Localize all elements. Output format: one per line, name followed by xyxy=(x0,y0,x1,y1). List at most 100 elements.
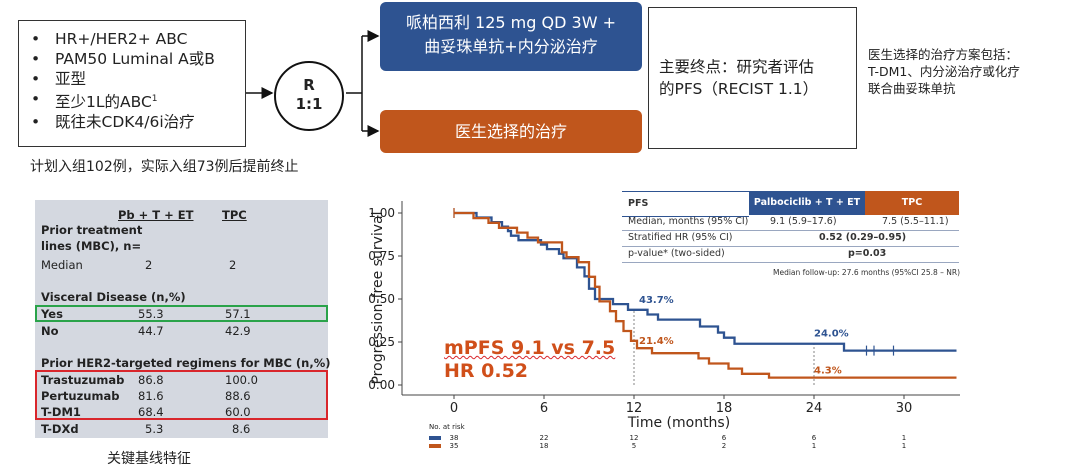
inclusion-item: PAM50 Luminal A或B xyxy=(27,49,245,69)
tdm1-value-tpc: 60.0 xyxy=(225,405,251,419)
pfs-row-pvalue-label: p-value* (two-sided) xyxy=(628,248,725,259)
endpoint-line1: 主要终点：研究者评估 xyxy=(659,58,815,76)
pfs-header-label: PFS xyxy=(628,198,649,209)
km-annotation: 24.0% xyxy=(814,329,849,340)
pfs-row-median: Median, months (95% CI) 9.1 (5.9–17.6) 7… xyxy=(622,215,959,231)
mpfs-line2: HR 0.52 xyxy=(444,360,529,382)
x-tick-label: 24 xyxy=(806,401,823,416)
pfs-summary-table: PFS Palbociclib + T + ET TPC Median, mon… xyxy=(622,191,960,277)
trastuzumab-label: Trastuzumab xyxy=(41,373,125,387)
x-axis-title: Time (months) xyxy=(627,415,730,431)
col-header-pb: Pb + T + ET xyxy=(118,208,194,222)
y-tick-label: 0.50 xyxy=(368,292,395,306)
y-tick-label: 1.00 xyxy=(368,206,395,220)
no-label: No xyxy=(41,324,59,338)
arm1-line1: 哌柏西利 125 mg QD 3W + xyxy=(405,13,617,32)
arm-palbociclib: 哌柏西利 125 mg QD 3W + 曲妥珠单抗+内分泌治疗 xyxy=(380,2,642,71)
yes-label: Yes xyxy=(41,307,63,321)
chart-series xyxy=(453,208,957,379)
x-tick-label: 30 xyxy=(896,401,913,416)
risk-count: 35 xyxy=(450,442,459,450)
randomization-label: R xyxy=(303,76,315,94)
inclusion-item: 至少1L的ABC1 xyxy=(27,89,245,112)
pfs-row-pvalue-value: p=0.03 xyxy=(848,248,887,259)
baseline-characteristics-table: Pb + T + ET TPC Prior treatment lines (M… xyxy=(35,200,331,438)
tdxd-label: T-DXd xyxy=(41,422,79,436)
km-annotation: 21.4% xyxy=(639,336,674,347)
mpfs-line1: mPFS 9.1 vs 7.5 xyxy=(444,337,616,359)
tpc-note-line1: 医生选择的治疗方案包括： xyxy=(868,47,1019,62)
trastuzumab-value-pb: 86.8 xyxy=(138,373,164,387)
median-value-pb: 2 xyxy=(145,258,153,272)
yes-value-tpc: 57.1 xyxy=(225,307,251,321)
arm1-line2: 曲妥珠单抗+内分泌治疗 xyxy=(424,37,598,56)
km-series-line xyxy=(454,211,957,379)
pfs-row-pvalue: p-value* (two-sided) p=0.03 xyxy=(622,247,959,263)
x-tick-label: 0 xyxy=(450,401,458,416)
inclusion-criteria-box: HR+/HER2+ ABC PAM50 Luminal A或B 亚型 至少1L的… xyxy=(18,20,246,147)
tdm1-value-pb: 68.4 xyxy=(138,405,164,419)
pfs-header-arm2: TPC xyxy=(865,191,959,215)
tdxd-value-pb: 5.3 xyxy=(145,422,164,436)
y-tick-label: 0.00 xyxy=(368,378,395,392)
y-tick-label: 0.75 xyxy=(368,249,395,263)
pertuzumab-value-tpc: 88.6 xyxy=(225,389,251,403)
her2-regimens-highlight xyxy=(35,370,328,420)
risk-count: 6 xyxy=(722,434,727,442)
tpc-note-line3: 联合曲妥珠单抗 xyxy=(868,81,956,96)
tpc-note-line2: T-DM1、内分泌治疗或化疗 xyxy=(868,64,1020,79)
chart-annotations: 43.7% 24.0% 21.4% 4.3% xyxy=(639,295,849,377)
footnote-mark: 1 xyxy=(151,94,158,104)
primary-endpoint-box: 主要终点：研究者评估 的PFS（RECIST 1.1） xyxy=(648,7,857,149)
visceral-yes-highlight xyxy=(35,305,328,322)
inclusion-item: 既往未CDK4/6i治疗 xyxy=(27,112,245,132)
risk-table-label: No. at risk xyxy=(429,423,466,431)
mpfs-highlight: mPFS 9.1 vs 7.5 HR 0.52 xyxy=(444,337,615,383)
pfs-row-median-arm2: 7.5 (5.5–11.1) xyxy=(882,216,949,227)
randomization-circle: R 1:1 xyxy=(274,61,344,131)
y-tick-label: 0.25 xyxy=(368,335,395,349)
follow-up-note: Median follow-up: 27.6 months (95%CI 25.… xyxy=(773,268,961,277)
randomization-ratio: 1:1 xyxy=(295,95,323,113)
yes-value-pb: 55.3 xyxy=(138,307,164,321)
risk-row-swatch xyxy=(429,444,441,448)
her2-regimens-label: Prior HER2-targeted regimens for MBC (n,… xyxy=(41,356,331,370)
risk-count: 1 xyxy=(902,442,906,450)
col-header-tpc: TPC xyxy=(222,208,247,222)
pfs-header-arm1: Palbociclib + T + ET xyxy=(749,191,865,215)
no-value-pb: 44.7 xyxy=(138,324,164,338)
pfs-row-hr-value: 0.52 (0.29–0.95) xyxy=(819,232,907,243)
pertuzumab-value-pb: 81.6 xyxy=(138,389,164,403)
pfs-km-chart: 0.00 0.25 0.50 0.75 1.00 0 6 12 18 24 30 Time (mont… xyxy=(368,201,960,450)
tdxd-value-tpc: 8.6 xyxy=(232,422,251,436)
enrollment-note: 计划入组102例，实际入组73例后提前终止 xyxy=(30,159,299,175)
km-annotation: 4.3% xyxy=(814,366,842,377)
risk-count: 18 xyxy=(540,442,549,450)
risk-count: 38 xyxy=(450,434,459,442)
endpoint-line2: 的PFS（RECIST 1.1） xyxy=(659,80,819,98)
flow-connectors xyxy=(246,30,380,137)
risk-count: 12 xyxy=(630,434,639,442)
inclusion-list: HR+/HER2+ ABC PAM50 Luminal A或B 亚型 至少1L的… xyxy=(19,21,245,132)
median-label: Median xyxy=(41,258,83,272)
pfs-row-median-arm1: 9.1 (5.9–17.6) xyxy=(770,216,837,227)
baseline-caption: 关键基线特征 xyxy=(107,451,191,467)
pfs-row-hr: Stratified HR (95% CI) 0.52 (0.29–0.95) xyxy=(622,231,959,247)
no-value-tpc: 42.9 xyxy=(225,324,251,338)
x-tick-label: 12 xyxy=(626,401,643,416)
x-tick-label: 18 xyxy=(716,401,733,416)
inclusion-item-continued: 亚型 xyxy=(27,69,245,89)
risk-count: 22 xyxy=(540,434,549,442)
pfs-row-median-label: Median, months (95% CI) xyxy=(628,216,749,227)
chart-axes: 0.00 0.25 0.50 0.75 1.00 0 6 12 18 24 30 Time (mont… xyxy=(368,201,960,431)
inclusion-item: HR+/HER2+ ABC xyxy=(27,29,245,49)
risk-count: 1 xyxy=(902,434,906,442)
arm-tpc: 医生选择的治疗 xyxy=(380,110,642,153)
chart-reference-lines xyxy=(633,309,815,385)
x-tick-label: 6 xyxy=(540,401,548,416)
prior-treatment-label: Prior treatment xyxy=(41,223,143,237)
km-series-line xyxy=(454,211,957,352)
pfs-header-cell: PFS xyxy=(622,191,749,217)
risk-count: 6 xyxy=(812,434,817,442)
